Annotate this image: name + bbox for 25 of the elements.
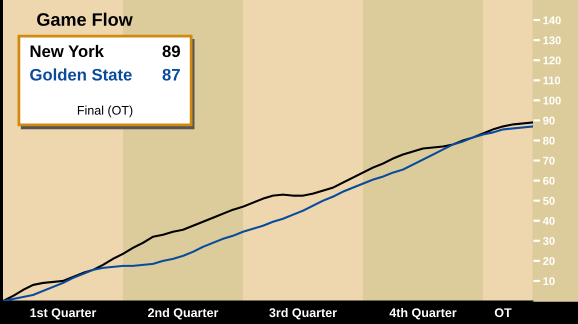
y-tick-label: 120 bbox=[543, 56, 561, 64]
x-tick-label: 1st Quarter bbox=[30, 308, 96, 320]
y-tick-label: 20 bbox=[543, 257, 555, 265]
y-tick-label: 50 bbox=[543, 196, 555, 205]
annotation: 87 bbox=[162, 68, 180, 81]
text: New York bbox=[30, 44, 104, 58]
y-tick-label: 10 bbox=[543, 277, 555, 286]
y-tick-label: 30 bbox=[542, 237, 555, 245]
x-tick-label: 2nd Quarter bbox=[148, 308, 218, 320]
x-tick-label: 3rd Quarter bbox=[269, 308, 337, 320]
y-tick-label: 60 bbox=[543, 176, 555, 185]
y-tick-label: 90 bbox=[543, 116, 555, 125]
text: Game Flow bbox=[37, 12, 133, 26]
y-tick-label: 70 bbox=[543, 156, 555, 165]
x-tick-label: OT bbox=[494, 308, 512, 318]
annotation: Final (OT) bbox=[78, 106, 132, 118]
y-tick-label: 80 bbox=[543, 136, 555, 145]
y-tick-label: 40 bbox=[542, 217, 555, 225]
annotation: 89 bbox=[162, 45, 180, 58]
y-tick-label: 110 bbox=[543, 76, 560, 84]
x-tick-label: 4th Quarter bbox=[390, 308, 456, 320]
text: Golden State bbox=[30, 68, 132, 81]
y-tick-label: 130 bbox=[543, 36, 561, 44]
y-tick-label: 140 bbox=[543, 16, 561, 24]
y-tick-label: 100 bbox=[543, 96, 561, 104]
